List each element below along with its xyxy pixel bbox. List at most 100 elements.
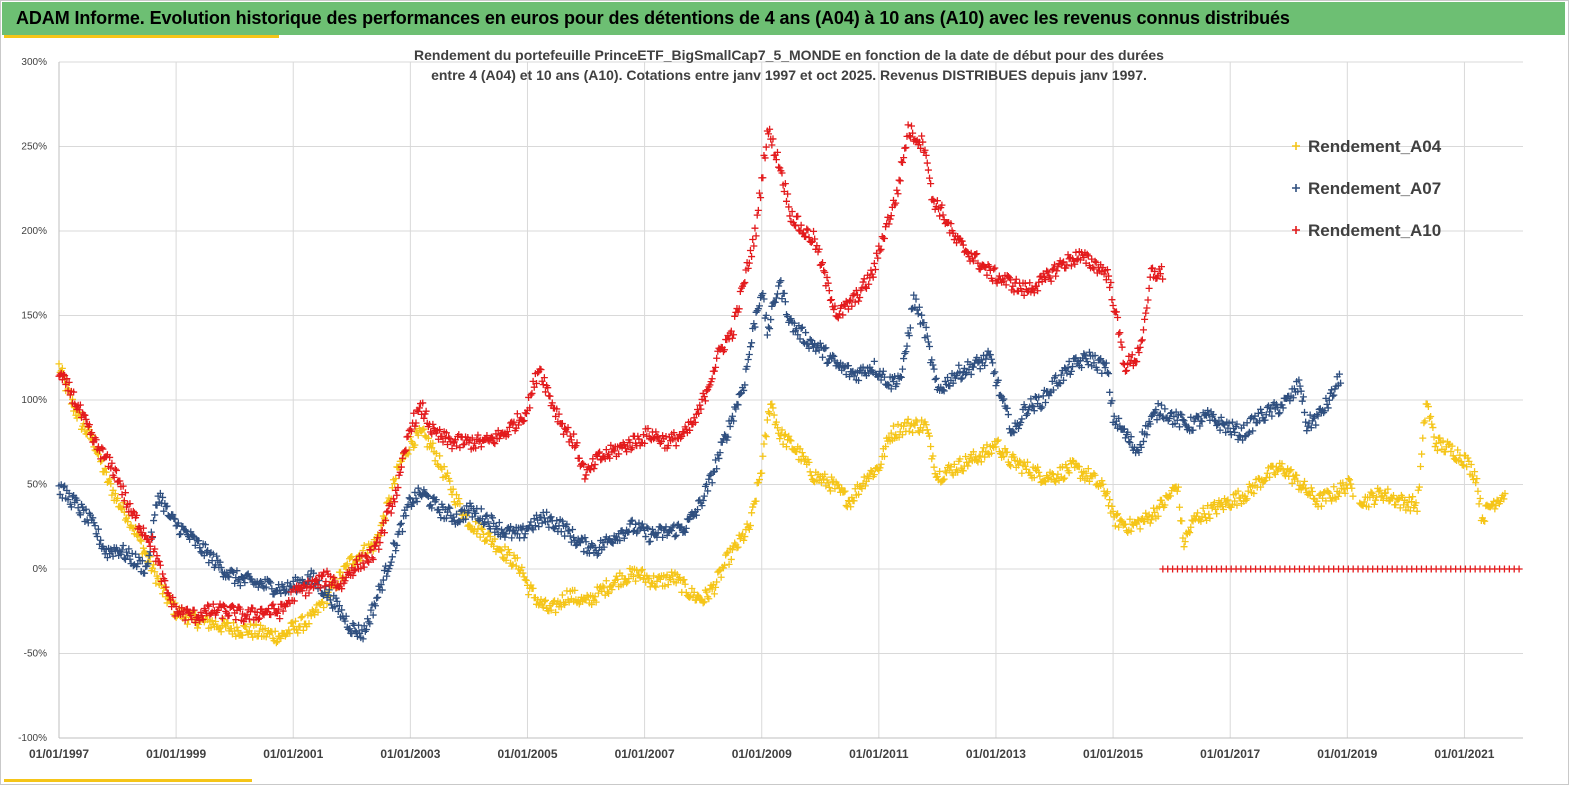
data-point-Rendement_A10 xyxy=(530,383,538,391)
data-point-Rendement_A07 xyxy=(1146,420,1154,428)
data-point-Rendement_A04 xyxy=(268,628,276,636)
data-point-Rendement_A10 xyxy=(670,429,678,437)
data-point-Rendement_A04 xyxy=(1091,471,1099,479)
data-point-Rendement_A07 xyxy=(1099,358,1107,366)
data-point-Rendement_A04 xyxy=(431,457,439,465)
data-point-Rendement_A04 xyxy=(605,589,613,597)
data-point-Rendement_A10 xyxy=(1136,343,1144,351)
data-point-Rendement_A04 xyxy=(1188,516,1196,524)
data-point-Rendement_A07 xyxy=(870,357,878,365)
data-point-Rendement_A10 xyxy=(110,473,118,481)
data-point-Rendement_A07 xyxy=(781,298,789,306)
data-point-Rendement_A04 xyxy=(522,576,530,584)
data-point-Rendement_A07 xyxy=(351,627,359,635)
data-point-Rendement_A04 xyxy=(905,427,913,435)
data-point-Rendement_A04 xyxy=(1308,488,1316,496)
data-point-Rendement_A10 xyxy=(181,616,189,624)
data-point-Rendement_A10 xyxy=(923,159,931,167)
data-point-Rendement_A10 xyxy=(290,597,298,605)
data-point-Rendement_A04 xyxy=(360,541,368,549)
data-point-Rendement_A10 xyxy=(922,151,930,159)
data-point-Rendement_A10 xyxy=(397,463,405,471)
data-point-Rendement_A10 xyxy=(802,233,810,241)
data-point-Rendement_A10 xyxy=(411,422,419,430)
data-point-Rendement_A10 xyxy=(228,602,236,610)
data-point-Rendement_A10 xyxy=(736,287,744,295)
data-point-Rendement_A10 xyxy=(823,273,831,281)
data-point-Rendement_A07 xyxy=(812,347,820,355)
data-point-Rendement_A04 xyxy=(782,443,790,451)
data-point-Rendement_A04 xyxy=(1061,474,1069,482)
data-point-Rendement_A04 xyxy=(1428,420,1436,428)
data-point-Rendement_A07 xyxy=(704,487,712,495)
data-point-Rendement_A07 xyxy=(1233,420,1241,428)
data-point-Rendement_A10 xyxy=(786,212,794,220)
data-point-Rendement_A07 xyxy=(1097,355,1105,363)
data-point-Rendement_A04 xyxy=(642,578,650,586)
data-point-Rendement_A10 xyxy=(1112,308,1120,316)
data-point-Rendement_A07 xyxy=(169,511,177,519)
data-point-Rendement_A04 xyxy=(699,599,707,607)
data-point-Rendement_A10 xyxy=(1080,253,1088,261)
data-point-Rendement_A10 xyxy=(558,420,566,428)
data-point-Rendement_A04 xyxy=(768,400,776,408)
data-point-Rendement_A04 xyxy=(983,441,991,449)
data-point-Rendement_A04 xyxy=(740,536,748,544)
data-point-Rendement_A04 xyxy=(1359,501,1367,509)
data-point-Rendement_A10 xyxy=(106,453,114,461)
data-point-Rendement_A04 xyxy=(591,593,599,601)
data-point-Rendement_A04 xyxy=(860,473,868,481)
data-point-Rendement_A04 xyxy=(1344,475,1352,483)
data-point-Rendement_A07 xyxy=(73,496,81,504)
data-point-Rendement_A07 xyxy=(662,523,670,531)
data-point-Rendement_A10 xyxy=(750,242,758,250)
data-point-Rendement_A07 xyxy=(922,323,930,331)
data-point-Rendement_A04 xyxy=(977,458,985,466)
data-point-Rendement_A10 xyxy=(338,585,346,593)
data-point-Rendement_A04 xyxy=(834,481,842,489)
data-point-Rendement_A07 xyxy=(331,603,339,611)
data-point-Rendement_A10 xyxy=(564,424,572,432)
data-point-Rendement_A07 xyxy=(565,526,573,534)
data-point-Rendement_A04 xyxy=(588,601,596,609)
data-point-Rendement_A10 xyxy=(1012,275,1020,283)
data-point-Rendement_A10 xyxy=(1083,250,1091,258)
data-point-Rendement_A07 xyxy=(575,538,583,546)
data-point-Rendement_A07 xyxy=(1065,357,1073,365)
data-point-Rendement_A04 xyxy=(1082,469,1090,477)
data-point-Rendement_A10 xyxy=(253,608,261,616)
data-point-Rendement_A07 xyxy=(74,504,82,512)
data-point-Rendement_A04 xyxy=(939,476,947,484)
data-point-Rendement_A04 xyxy=(1316,490,1324,498)
data-point-Rendement_A10 xyxy=(312,576,320,584)
data-point-Rendement_A04 xyxy=(930,463,938,471)
y-tick-label: 100% xyxy=(21,395,47,406)
data-point-Rendement_A07 xyxy=(1249,427,1257,435)
data-point-Rendement_A10 xyxy=(375,545,383,553)
legend-label: Rendement_A10 xyxy=(1308,221,1441,240)
data-point-Rendement_A10 xyxy=(764,130,772,138)
data-point-Rendement_A04 xyxy=(1000,453,1008,461)
data-point-Rendement_A10 xyxy=(1156,270,1164,278)
data-point-Rendement_A04 xyxy=(252,620,260,628)
data-point-Rendement_A10 xyxy=(351,566,359,574)
data-point-Rendement_A04 xyxy=(286,629,294,637)
data-point-Rendement_A10 xyxy=(1141,315,1149,323)
data-point-Rendement_A10 xyxy=(236,605,244,613)
data-point-Rendement_A04 xyxy=(1176,503,1184,511)
data-point-Rendement_A10 xyxy=(428,430,436,438)
data-point-Rendement_A04 xyxy=(1341,489,1349,497)
data-point-Rendement_A04 xyxy=(929,452,937,460)
data-point-Rendement_A04 xyxy=(111,490,119,498)
data-point-Rendement_A10 xyxy=(887,212,895,220)
data-point-Rendement_A04 xyxy=(1187,523,1195,531)
data-point-Rendement_A07 xyxy=(449,513,457,521)
data-point-Rendement_A10 xyxy=(938,201,946,209)
data-point-Rendement_A10 xyxy=(741,279,749,287)
data-point-Rendement_A07 xyxy=(1009,427,1017,435)
data-point-Rendement_A10 xyxy=(548,399,556,407)
data-point-Rendement_A10 xyxy=(868,270,876,278)
data-point-Rendement_A07 xyxy=(1154,400,1162,408)
data-point-Rendement_A07 xyxy=(156,489,164,497)
data-point-Rendement_A07 xyxy=(420,486,428,494)
